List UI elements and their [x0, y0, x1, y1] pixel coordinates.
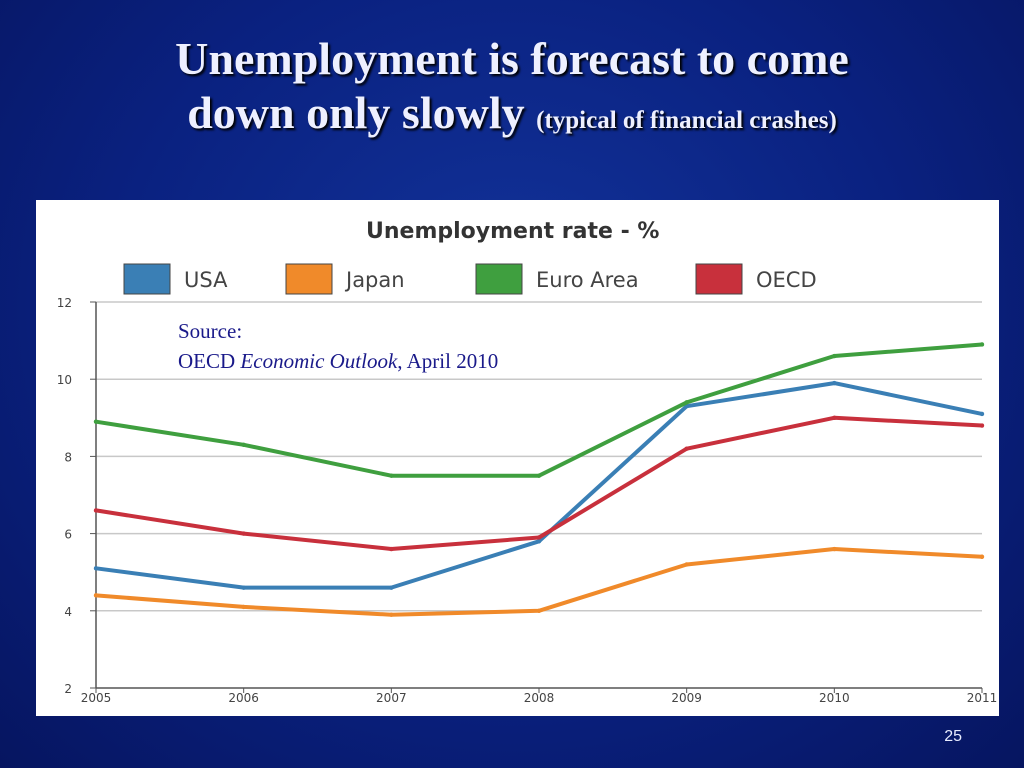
data-point-oecd-2009: [684, 446, 689, 451]
legend-swatch-euro-area: [475, 263, 523, 295]
data-point-usa-2006: [241, 585, 246, 590]
data-point-euro-area-2009: [684, 400, 689, 405]
legend-swatch-oecd: [695, 263, 743, 295]
y-tick-label-2: 2: [64, 682, 72, 696]
data-point-usa-2008: [536, 539, 542, 544]
data-point-euro-area-2008: [536, 473, 542, 478]
data-point-japan-2010: [832, 546, 837, 552]
chart-panel: Unemployment rate - % USA Japan Euro Area OE…: [36, 200, 999, 716]
x-tick-label-2006: 2006: [228, 691, 259, 705]
y-tick-label-8: 8: [64, 450, 72, 464]
source-note: Source: OECD Economic Outlook, April 201…: [178, 316, 498, 376]
legend-label-japan: Japan: [344, 268, 405, 292]
legend-label-oecd: OECD: [756, 268, 817, 292]
series-line-oecd: [94, 415, 984, 551]
y-tick-label-6: 6: [64, 528, 72, 542]
data-point-usa-2011: [979, 411, 985, 417]
page-number: 25: [944, 728, 962, 745]
data-point-oecd-2011: [979, 423, 985, 428]
legend-swatch-usa: [123, 263, 171, 295]
source-date: , April 2010: [397, 349, 499, 373]
data-point-oecd-2006: [241, 531, 246, 536]
slide-title-subnote: (typical of financial crashes): [536, 107, 837, 134]
data-point-japan-2009: [684, 562, 689, 567]
data-point-japan-2008: [536, 608, 542, 613]
data-point-euro-area-2010: [832, 353, 837, 359]
y-tick-label-4: 4: [64, 605, 72, 619]
series-line-japan: [94, 547, 984, 617]
data-point-euro-area-2005: [93, 419, 99, 424]
slide-title-line2: down only slowly: [187, 87, 525, 138]
data-point-japan-2011: [979, 554, 985, 559]
data-point-oecd-2005: [93, 508, 99, 513]
data-point-oecd-2007: [389, 546, 394, 552]
source-publication: Economic Outlook: [240, 349, 398, 373]
chart-title: Unemployment rate - %: [366, 219, 659, 244]
unemployment-line-chart: Unemployment rate - % USA Japan Euro Area OE…: [57, 219, 998, 705]
series-line-usa: [94, 381, 984, 590]
slide-title-line1: Unemployment is forecast to come: [175, 33, 849, 84]
y-tick-label-12: 12: [57, 296, 72, 310]
legend-swatch-japan: [285, 263, 333, 295]
x-tick-label-2010: 2010: [819, 691, 850, 705]
data-point-oecd-2008: [536, 535, 542, 540]
y-tick-label-10: 10: [57, 373, 72, 387]
data-point-euro-area-2011: [979, 342, 985, 347]
source-label: Source:: [178, 319, 243, 343]
slide-title: Unemployment is forecast to come down on…: [0, 32, 1024, 148]
x-tick-label-2007: 2007: [376, 691, 407, 705]
x-tick-label-2011: 2011: [967, 691, 998, 705]
data-point-usa-2005: [93, 566, 99, 571]
data-point-japan-2005: [93, 593, 99, 598]
legend-label-euro-area: Euro Area: [536, 268, 639, 292]
data-point-japan-2007: [389, 612, 394, 617]
source-org: OECD: [178, 349, 236, 373]
data-point-oecd-2010: [832, 415, 837, 420]
x-tick-label-2009: 2009: [671, 691, 702, 705]
data-point-usa-2010: [832, 380, 837, 386]
data-point-japan-2006: [241, 604, 246, 610]
legend-label-usa: USA: [184, 268, 228, 292]
data-point-euro-area-2007: [389, 473, 394, 478]
data-point-usa-2007: [389, 585, 394, 590]
x-tick-label-2008: 2008: [524, 691, 555, 705]
data-point-euro-area-2006: [241, 442, 246, 448]
x-tick-label-2005: 2005: [81, 691, 112, 705]
